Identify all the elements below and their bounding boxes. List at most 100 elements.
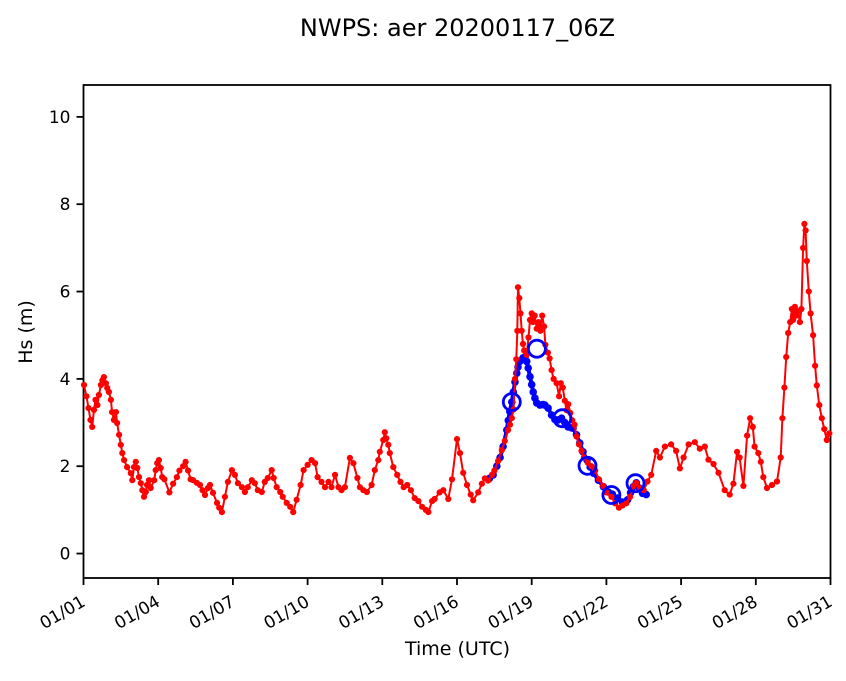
x-tick-label: 01/04 [111, 592, 163, 634]
observed-hs-point [653, 447, 660, 454]
observed-hs-point [790, 316, 797, 323]
observed-hs-point [710, 460, 717, 468]
observed-hs-point [504, 426, 512, 434]
observed-hs-point [290, 508, 297, 516]
y-tick-label: 0 [60, 545, 71, 565]
observed-hs-point [508, 415, 515, 422]
observed-hs-point [238, 484, 245, 491]
observed-hs-point [135, 474, 143, 481]
observed-hs-point [768, 481, 776, 489]
model-forecast-hs-point [526, 372, 534, 381]
observed-hs-point [781, 384, 788, 391]
observed-hs-point [100, 374, 107, 381]
observed-hs-point [514, 327, 521, 334]
observed-hs-point [97, 381, 104, 389]
observed-hs-point [495, 457, 502, 465]
observed-hs-point [821, 426, 828, 433]
observed-hs-point [381, 429, 388, 436]
observed-hs-point [85, 405, 92, 412]
observed-hs-point [304, 461, 311, 468]
observed-hs-point [312, 460, 319, 467]
observed-hs-point [539, 312, 546, 319]
observed-hs-point [648, 471, 655, 478]
observed-hs-point [755, 450, 762, 457]
observed-hs-point [453, 436, 461, 443]
observed-hs-point [623, 500, 630, 507]
observed-hs-point [721, 487, 728, 494]
observed-hs-point [102, 380, 109, 387]
x-tick-label: 01/22 [559, 592, 611, 634]
observed-hs-point [550, 375, 557, 382]
observed-hs-point [661, 443, 669, 450]
observed-hs-line [83, 222, 831, 514]
observed-hs-point [470, 497, 477, 504]
observed-hs-point [535, 319, 542, 326]
observed-hs-point [676, 465, 684, 472]
observed-hs-point [224, 478, 231, 485]
y-tick-label: 10 [49, 108, 71, 128]
observed-hs-point [119, 450, 126, 457]
observed-hs-point [826, 430, 833, 437]
observed-hs-point [341, 484, 348, 491]
observed-hs-point [300, 467, 307, 474]
observed-hs-point [346, 454, 353, 461]
observed-hs-point [734, 448, 741, 455]
observed-hs-point [506, 421, 514, 428]
observed-hs-point [744, 432, 751, 439]
observed-hs-point [816, 402, 823, 409]
observed-hs-point [385, 441, 392, 448]
observed-hs-point [448, 476, 456, 483]
x-tick-label: 01/31 [784, 592, 836, 634]
model-forecast-hs-point [544, 404, 552, 412]
forecast-cycle-markers-point [527, 338, 547, 359]
observed-hs-point [501, 437, 508, 444]
observed-hs-point [83, 393, 90, 400]
observed-hs-point [268, 467, 275, 474]
observed-hs-point [736, 454, 743, 461]
observed-hs-point [244, 484, 251, 491]
observed-hs-point [314, 474, 321, 481]
observed-hs-point [145, 477, 153, 484]
observed-hs-point [715, 469, 722, 476]
forecast-cycle-markers-point [601, 485, 622, 505]
observed-hs-point [627, 493, 634, 500]
observed-hs-point [147, 484, 154, 492]
observed-hs-point [80, 381, 88, 389]
observed-hs-point [823, 436, 830, 444]
observed-hs-point [633, 479, 640, 486]
observed-hs-point [124, 464, 131, 471]
observed-hs-point [206, 481, 214, 489]
observed-hs-point [556, 393, 563, 400]
forecast-cycle-markers-point [552, 408, 573, 429]
observed-hs-point [573, 433, 580, 440]
observed-hs-point [176, 467, 183, 474]
observed-hs-point [565, 401, 572, 408]
observed-hs-point [90, 406, 98, 413]
forecast-cycle-markers-point [501, 392, 522, 412]
y-tick-label: 4 [60, 370, 71, 390]
observed-hs-point [810, 332, 817, 339]
x-tick-label: 01/13 [335, 592, 387, 634]
observed-hs-point [354, 474, 361, 482]
observed-hs-point [805, 288, 812, 295]
observed-hs-point [595, 476, 603, 483]
observed-hs-point [404, 481, 411, 489]
observed-hs-point [518, 327, 525, 334]
observed-hs-point [279, 493, 286, 500]
observed-hs-point [157, 464, 164, 472]
observed-hs-point [350, 460, 357, 467]
observed-hs-point [87, 416, 94, 423]
observed-hs-point [445, 495, 452, 503]
observed-hs-point [107, 396, 114, 403]
observed-hs-point [161, 476, 168, 483]
plot-border [82, 84, 832, 579]
observed-hs-point [376, 448, 383, 455]
observed-hs-point [166, 489, 173, 496]
observed-hs-point [802, 227, 809, 234]
observed-hs-point [92, 396, 99, 403]
observed-hs-point [231, 471, 238, 478]
observed-hs-point [757, 458, 764, 465]
observed-hs-point [137, 480, 144, 487]
observed-hs-point [813, 382, 820, 389]
